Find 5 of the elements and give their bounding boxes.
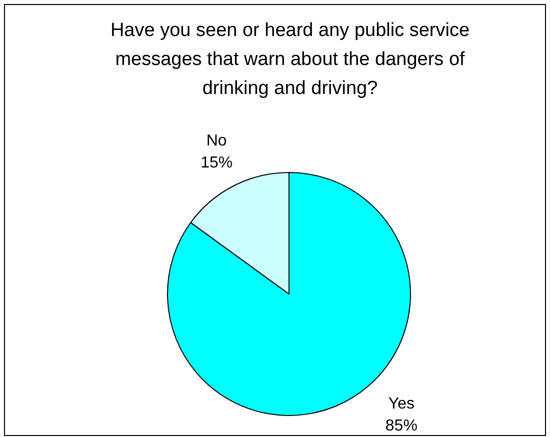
data-label: 15% [200,154,233,172]
data-label: 85% [385,417,418,434]
slice-label: No [206,132,227,150]
chart-title: Have you seen or heard any public service messages that warn about the dangers of drinking and driving? [110,19,470,101]
slice-label: Yes [388,395,414,412]
